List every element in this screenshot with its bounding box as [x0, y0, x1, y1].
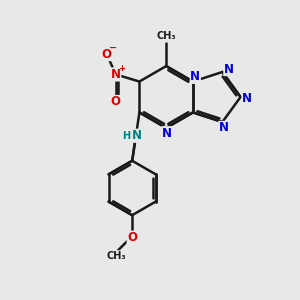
Text: O: O	[111, 95, 121, 109]
Text: H: H	[122, 131, 130, 141]
Text: CH₃: CH₃	[107, 251, 126, 261]
Text: N: N	[219, 122, 229, 134]
Text: N: N	[242, 92, 252, 105]
Text: N: N	[190, 70, 200, 83]
Text: N: N	[224, 62, 234, 76]
Text: −: −	[109, 43, 117, 52]
Text: N: N	[162, 127, 172, 140]
Text: N: N	[132, 129, 142, 142]
Text: O: O	[102, 48, 112, 61]
Text: CH₃: CH₃	[156, 32, 176, 41]
Text: +: +	[118, 64, 125, 73]
Text: O: O	[127, 231, 137, 244]
Text: N: N	[111, 68, 121, 81]
